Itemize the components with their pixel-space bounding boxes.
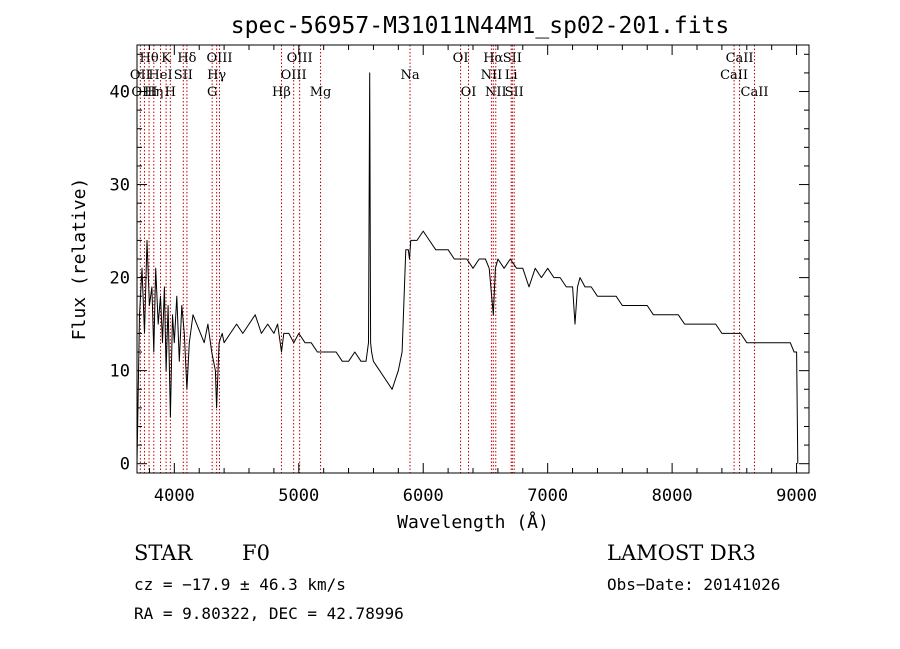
series-line-flux bbox=[136, 72, 799, 464]
line-label: CaII bbox=[741, 85, 769, 100]
line-label: CaII bbox=[720, 68, 748, 83]
line-label: SII bbox=[505, 85, 524, 100]
redshift-text: cz = −17.9 ± 46.3 km/s bbox=[134, 575, 346, 594]
x-tick-label: 7000 bbox=[527, 486, 568, 506]
object-class: STAR bbox=[134, 541, 193, 565]
y-axis-label: Flux (relative) bbox=[69, 178, 90, 341]
y-tick-label: 10 bbox=[110, 362, 130, 382]
line-label: H bbox=[165, 85, 176, 100]
line-label: OII bbox=[130, 68, 151, 83]
line-label: Hδ bbox=[177, 51, 196, 66]
x-axis-ticks: 4000 5000 6000 7000 8000 9000 bbox=[148, 45, 817, 506]
x-tick-label: 9000 bbox=[776, 486, 817, 506]
line-label: Hθ bbox=[139, 51, 158, 66]
chart-title: spec-56957-M31011N44M1_sp02-201.fits bbox=[231, 13, 730, 39]
line-label: CaII bbox=[726, 51, 754, 66]
line-label: OIII bbox=[287, 51, 313, 66]
observation-date: Obs−Date: 20141026 bbox=[607, 575, 780, 594]
line-label: OI bbox=[453, 51, 469, 66]
coordinates-text: RA = 9.80322, DEC = 42.78996 bbox=[134, 604, 404, 623]
line-label: OIII bbox=[281, 68, 307, 83]
info-panel: STAR F0 cz = −17.9 ± 46.3 km/s RA = 9.80… bbox=[134, 541, 780, 623]
spectral-line-markers bbox=[139, 45, 755, 473]
line-label: Hα bbox=[483, 51, 503, 66]
y-tick-label: 30 bbox=[110, 176, 130, 196]
line-label: SII bbox=[503, 51, 522, 66]
x-tick-label: 4000 bbox=[154, 486, 195, 506]
survey-name: LAMOST DR3 bbox=[607, 541, 756, 565]
line-label: NII bbox=[485, 85, 507, 100]
spectrum-series bbox=[136, 72, 799, 464]
object-subclass: F0 bbox=[242, 541, 270, 565]
line-label: OIII bbox=[131, 85, 157, 100]
x-tick-label: 5000 bbox=[278, 486, 319, 506]
plot-frame bbox=[136, 44, 810, 474]
spectral-line-labels: HθOIIOIIIHηHeIKHSIIHδGOIIIHγHβOIIIOIIIMg… bbox=[130, 51, 769, 100]
line-label: OI bbox=[461, 85, 477, 100]
line-label: G bbox=[207, 85, 217, 100]
line-label: NII bbox=[481, 68, 503, 83]
line-label: SII bbox=[174, 68, 193, 83]
line-label: Na bbox=[400, 68, 419, 83]
y-axis-ticks: 0 10 20 30 40 bbox=[110, 53, 809, 475]
line-label: Hη bbox=[144, 85, 163, 100]
x-tick-label: 8000 bbox=[652, 486, 693, 506]
x-tick-label: 6000 bbox=[403, 486, 444, 506]
x-axis-label: Wavelength (Å) bbox=[397, 511, 549, 533]
y-tick-label: 0 bbox=[120, 455, 130, 475]
line-label: Hγ bbox=[207, 68, 226, 83]
line-label: K bbox=[161, 51, 171, 66]
line-label: OIII bbox=[206, 51, 232, 66]
line-label: Hβ bbox=[272, 85, 291, 100]
line-label: Mg bbox=[310, 85, 332, 100]
y-tick-label: 20 bbox=[110, 269, 130, 289]
line-label: HeI bbox=[148, 68, 172, 83]
line-label: Li bbox=[505, 68, 518, 83]
y-tick-label: 40 bbox=[110, 83, 130, 103]
